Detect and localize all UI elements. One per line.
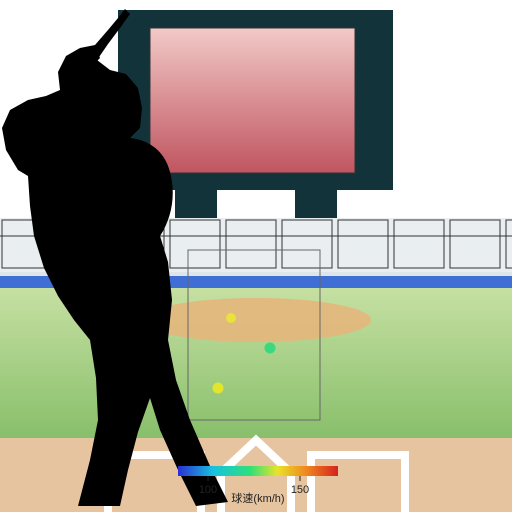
legend-axis-label: 球速(km/h) [231, 491, 284, 505]
pitch-marker [226, 313, 236, 323]
legend-tick-label: 150 [291, 484, 309, 496]
pitch-location-chart: 100 150 球速(km/h) [0, 0, 512, 512]
pitchers-mound [141, 298, 371, 342]
pitch-marker [213, 383, 224, 394]
legend-tick-label: 100 [199, 484, 217, 496]
pitch-marker [265, 343, 276, 354]
